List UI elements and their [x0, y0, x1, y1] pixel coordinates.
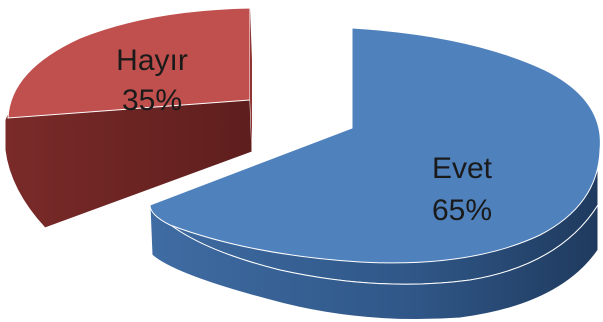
pie-slice-evet — [149, 27, 601, 321]
pie-slice-hayir — [4, 7, 253, 229]
pie-slice-hayir-top — [7, 7, 251, 119]
pie-slice-evet-top — [149, 27, 601, 264]
slice-label-hayir: Hayır — [116, 44, 188, 77]
pie-slice-evet-side-lower — [149, 203, 599, 321]
slice-value-evet: 65% — [432, 194, 492, 227]
slice-value-hayir: 35% — [122, 84, 182, 117]
pie-slice-hayir-cut — [250, 8, 252, 152]
slice-label-evet: Evet — [432, 152, 493, 185]
